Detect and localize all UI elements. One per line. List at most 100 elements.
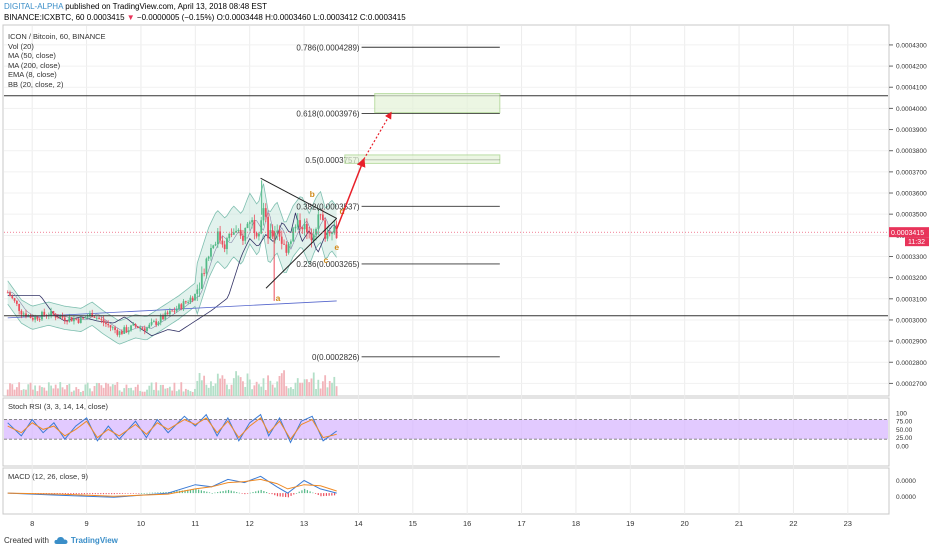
macd-hist-bar (309, 491, 311, 494)
macd-hist-bar (217, 492, 219, 494)
candle-body (38, 319, 41, 321)
candle-body (31, 318, 34, 320)
low-label: L: (313, 13, 320, 22)
volume-bar (319, 388, 322, 396)
volume-bar (228, 389, 231, 396)
candle-body (290, 241, 292, 244)
macd-hist-bar (238, 492, 241, 494)
volume-bar (315, 388, 317, 396)
author-link[interactable]: DIGITAL-ALPHA (4, 2, 63, 11)
macd-hist-bar (266, 492, 268, 494)
volume-bar (159, 384, 162, 396)
macd-hist-bar (100, 493, 102, 495)
volume-layer (6, 370, 338, 396)
macd-hist-bar (97, 493, 99, 495)
volume-bar (271, 384, 274, 396)
macd-hist-bar (149, 492, 151, 494)
candle-body (84, 317, 87, 319)
y-tick-0.0003900: 0.0003900 (896, 127, 927, 134)
tradingview-logo[interactable]: TradingView (54, 536, 118, 545)
macd-hist-bar (75, 493, 77, 495)
footer: Created with TradingView (4, 536, 118, 545)
stoch-tick-3: 25.00 (896, 435, 913, 442)
candle-body (251, 220, 253, 223)
candle-body (187, 302, 190, 303)
y-tick-0.0003200: 0.0003200 (896, 275, 927, 282)
candle-body (308, 232, 311, 234)
volume-bar (102, 387, 105, 396)
macd-hist-bar (200, 490, 202, 494)
wave-label-a: a (276, 293, 281, 303)
legend-bb[interactable]: BB (20, close, 2) (8, 79, 64, 89)
candle-body (267, 216, 269, 239)
candle-body (228, 233, 231, 239)
volume-bar (118, 390, 121, 396)
legend-ma50[interactable]: MA (50, close) (8, 51, 56, 61)
candle-body (333, 226, 336, 234)
volume-bar (274, 387, 276, 396)
x-tick-14: 14 (354, 519, 362, 528)
y-tick-0.0003100: 0.0003100 (896, 296, 927, 303)
volume-bar (123, 388, 126, 396)
volume-bar (239, 377, 242, 396)
candle-body (253, 220, 256, 233)
volume-bar (50, 385, 53, 396)
candle-body (205, 258, 208, 274)
projection-arrow (335, 157, 366, 230)
candle-body (262, 208, 265, 221)
x-tick-21: 21 (735, 519, 743, 528)
volume-bar (166, 388, 169, 396)
x-tick-19: 19 (626, 519, 634, 528)
candle-body (287, 243, 290, 253)
volume-bar (292, 389, 295, 396)
candle-body (159, 315, 162, 323)
bb-lower (7, 234, 337, 345)
volume-bar (127, 388, 130, 396)
volume-bar (121, 391, 123, 396)
open-value: 0.0003448 (225, 13, 263, 22)
macd-hist-bar (208, 492, 211, 494)
candle-body (189, 297, 192, 303)
candle-body (198, 288, 201, 290)
volume-bar (189, 391, 192, 396)
candle-body (226, 238, 228, 250)
candle-body (89, 313, 91, 317)
volume-bar (335, 386, 338, 396)
candle-body (66, 320, 68, 322)
volume-bar (155, 382, 158, 396)
candle-body (216, 231, 219, 245)
x-tick-9: 9 (84, 519, 88, 528)
macd-hist-bar (159, 492, 162, 494)
candle-body (232, 232, 235, 235)
volume-bar (203, 375, 206, 396)
macd-legend[interactable]: MACD (12, 26, close, 9) (8, 472, 89, 481)
volume-bar (100, 385, 103, 396)
volume-bar (305, 379, 308, 396)
macd-hist-bar (274, 493, 276, 496)
stoch-legend[interactable]: Stoch RSI (3, 3, 14, 14, close) (8, 402, 109, 411)
y-tick-0.0004300: 0.0004300 (896, 42, 927, 49)
x-tick-12: 12 (246, 519, 254, 528)
candle-body (219, 231, 222, 241)
y-tick-0.0003500: 0.0003500 (896, 212, 927, 219)
volume-bar (219, 378, 222, 396)
legend-ma200[interactable]: MA (200, close) (8, 60, 61, 70)
candle-body (173, 310, 176, 312)
low-value: 0.0003412 (319, 13, 358, 22)
candle-body (283, 243, 285, 245)
high-label: H: (265, 13, 274, 22)
volume-bar (248, 379, 251, 396)
candle-body (61, 316, 64, 318)
volume-bar (152, 389, 155, 396)
x-tick-11: 11 (191, 519, 199, 528)
legend-ema[interactable]: EMA (8, close) (8, 70, 57, 80)
candle-body (105, 322, 107, 325)
macd-hist-bar (241, 493, 243, 494)
volume-bar (54, 384, 57, 396)
legend-vol[interactable]: Vol (20) (8, 41, 34, 51)
last-price: 0.0003415 (86, 13, 125, 22)
volume-bar (321, 381, 324, 396)
candle-body (13, 298, 16, 301)
volume-bar (205, 384, 208, 396)
volume-bar (294, 382, 297, 396)
